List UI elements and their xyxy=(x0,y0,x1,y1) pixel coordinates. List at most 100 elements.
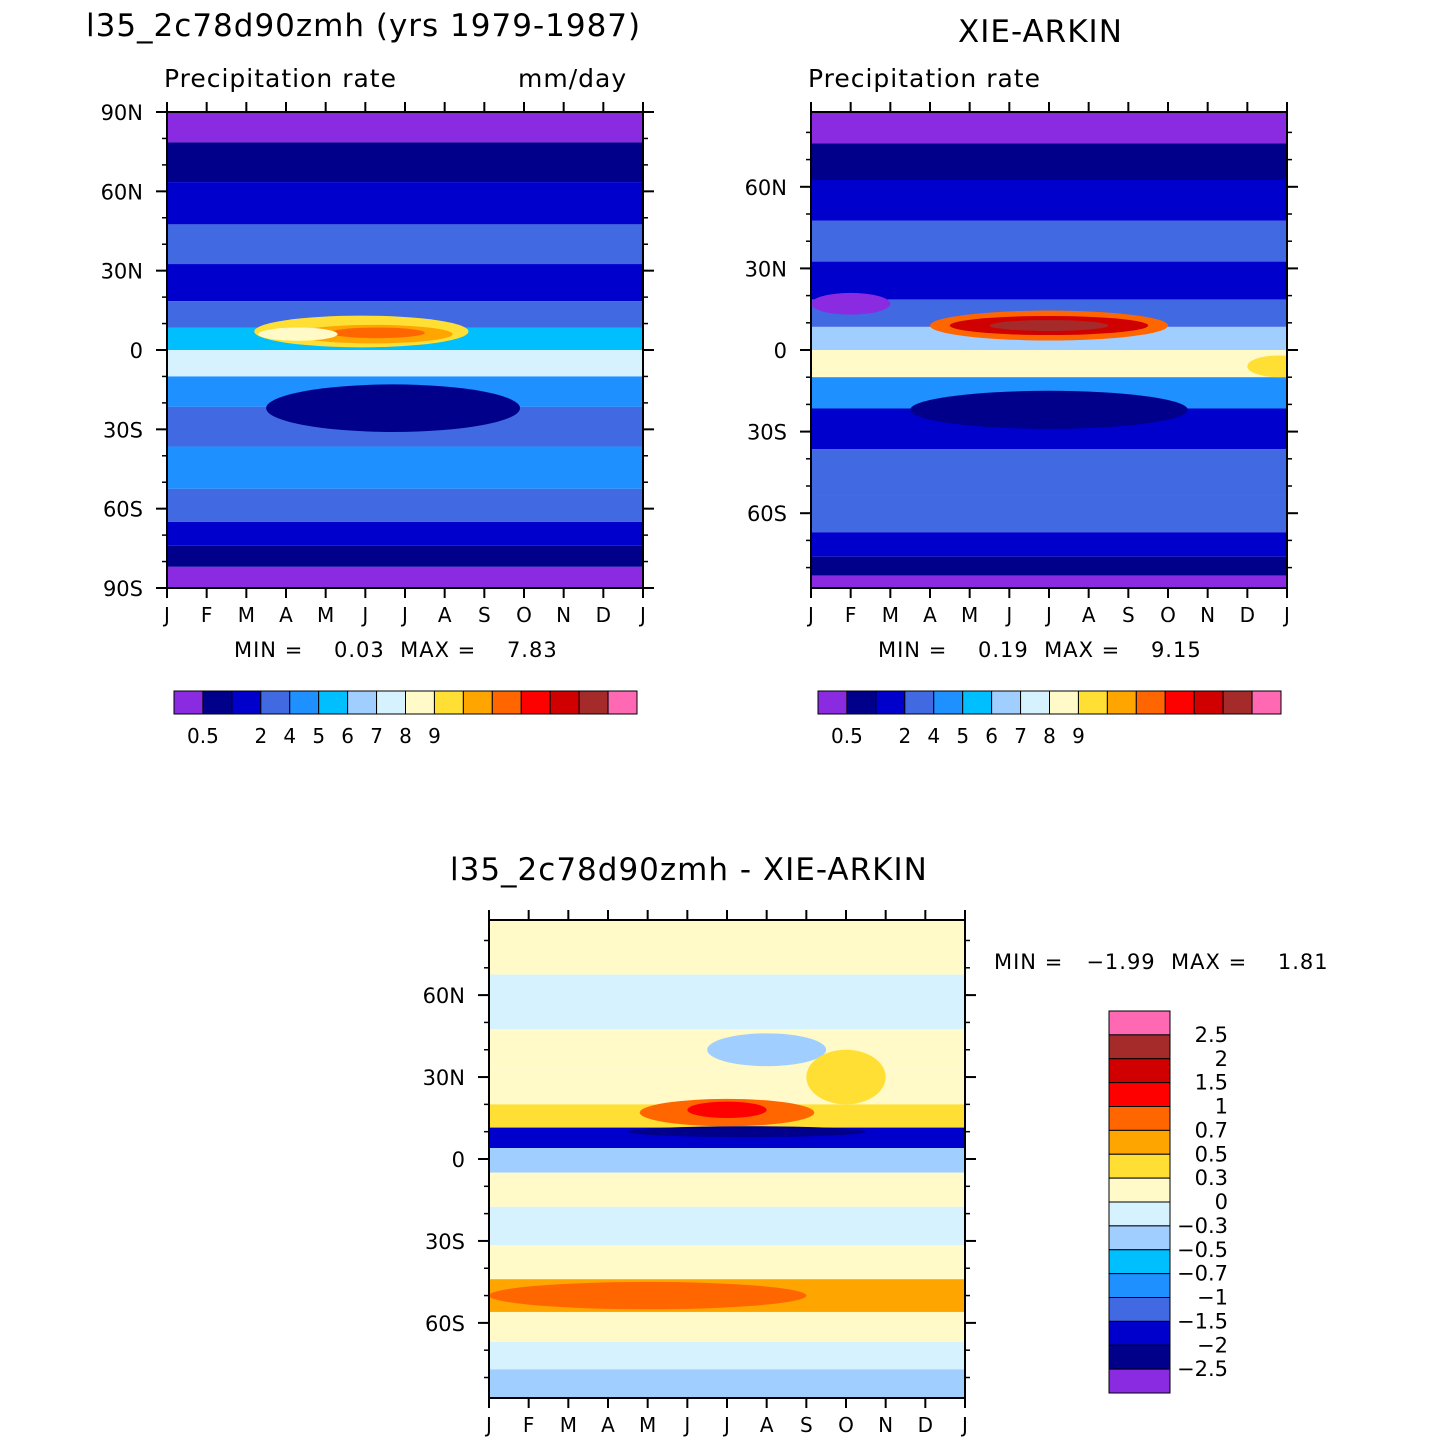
y-tick-label: 90S xyxy=(103,577,143,601)
colorbar-swatch xyxy=(462,690,493,715)
panel2-title: XIE-ARKIN xyxy=(958,14,1123,50)
colorbar-swatch xyxy=(962,690,993,715)
colorbar-swatch xyxy=(846,690,877,715)
colorbar-label: 2 xyxy=(254,724,267,748)
x-tick-label: M xyxy=(882,603,899,627)
colorbar-swatch xyxy=(202,690,233,715)
x-tick-label: M xyxy=(961,603,978,627)
x-tick-label: J xyxy=(1282,603,1290,627)
colorbar-label: 8 xyxy=(399,724,412,748)
x-tick-label: A xyxy=(760,1413,774,1437)
colorbar-swatch xyxy=(1020,690,1050,715)
panel1-band xyxy=(167,488,643,522)
colorbar-swatch xyxy=(1108,1201,1171,1227)
colorbar-swatch xyxy=(1108,1320,1171,1346)
colorbar-swatch xyxy=(1135,690,1166,715)
x-tick-label: J xyxy=(162,603,170,627)
panel3-contour xyxy=(489,1281,807,1310)
y-tick-label: 30S xyxy=(425,1230,465,1254)
panel2-colorbar: 0.5 2 4 5 6 7 8 9 xyxy=(817,690,1282,748)
panel2-contour xyxy=(1247,355,1287,378)
x-tick-label: J xyxy=(400,603,408,627)
colorbar-swatch xyxy=(1106,690,1137,715)
x-tick-label: N xyxy=(1200,603,1215,627)
colorbar-label: 9 xyxy=(1072,724,1085,748)
panel1-band xyxy=(167,264,643,302)
colorbar-label: 0 xyxy=(1215,1190,1228,1214)
x-tick-label: M xyxy=(317,603,334,627)
colorbar-label: 0.7 xyxy=(1195,1118,1228,1142)
colorbar-label: −0.5 xyxy=(1177,1238,1228,1262)
x-tick-label: S xyxy=(1122,603,1135,627)
panel1-band xyxy=(167,446,643,489)
colorbar-swatch xyxy=(1164,690,1195,715)
y-tick-label: 60N xyxy=(745,176,787,200)
x-tick-label: N xyxy=(878,1413,893,1437)
panel3-band xyxy=(489,1172,965,1207)
panel1-band xyxy=(167,142,643,183)
y-tick-label: 30N xyxy=(101,260,143,284)
panel3-band xyxy=(489,1148,965,1173)
y-tick-label: 30N xyxy=(745,257,787,281)
y-tick-label: 90N xyxy=(101,101,143,125)
x-tick-label: A xyxy=(279,603,293,627)
colorbar-swatch xyxy=(433,690,464,715)
y-tick-label: 60S xyxy=(103,498,143,522)
panel3-band xyxy=(489,1070,965,1105)
colorbar-swatch xyxy=(1222,690,1253,715)
colorbar-swatch xyxy=(1108,1058,1171,1084)
y-tick-label: 0 xyxy=(452,1148,465,1172)
colorbar-swatch xyxy=(1108,1010,1171,1036)
panel2-band xyxy=(811,112,1287,144)
panel3-band xyxy=(489,1206,965,1246)
colorbar-label: 6 xyxy=(341,724,354,748)
colorbar-swatch xyxy=(1108,1297,1171,1322)
panel2-band xyxy=(811,143,1287,180)
panel1-band xyxy=(167,545,643,567)
x-tick-label: O xyxy=(1160,603,1176,627)
x-tick-label: J xyxy=(484,1413,492,1437)
y-tick-label: 30N xyxy=(423,1066,465,1090)
x-tick-label: F xyxy=(845,603,857,627)
colorbar-label: 0.3 xyxy=(1195,1166,1228,1190)
colorbar-swatch xyxy=(1108,1344,1171,1370)
panel1-band xyxy=(167,521,643,546)
panel2-contour xyxy=(910,390,1188,429)
colorbar-swatch xyxy=(1077,690,1108,715)
colorbar-label: 0.5 xyxy=(831,724,863,748)
x-tick-label: J xyxy=(360,603,368,627)
x-tick-label: A xyxy=(601,1413,615,1437)
panel2-band xyxy=(811,220,1287,262)
colorbar-label: 7 xyxy=(370,724,383,748)
panel3-contour xyxy=(627,1126,866,1138)
colorbar-label: 2 xyxy=(1215,1047,1228,1071)
panel1-units: mm/day xyxy=(518,64,628,93)
colorbar-swatch xyxy=(231,690,262,715)
colorbar-swatch xyxy=(1193,690,1224,715)
colorbar-swatch xyxy=(289,690,320,715)
panel1-contour xyxy=(329,327,425,339)
panel2-minmax: MIN = 0.19 MAX = 9.15 xyxy=(878,638,1202,662)
colorbar-swatch xyxy=(1108,1034,1171,1060)
colorbar-swatch xyxy=(1108,1225,1171,1251)
colorbar-swatch xyxy=(933,690,964,715)
colorbar-swatch xyxy=(173,690,204,715)
colorbar-swatch xyxy=(520,690,551,715)
panel2-field xyxy=(811,112,1287,588)
colorbar-label: 2 xyxy=(898,724,911,748)
colorbar-swatch xyxy=(549,690,580,715)
colorbar-swatch xyxy=(1108,1249,1171,1275)
colorbar-swatch xyxy=(260,690,291,715)
panel3-colorbar: 2.521.510.70.50.30−0.3−0.5−0.7−1−1.5−2−2… xyxy=(1108,1010,1228,1394)
colorbar-swatch xyxy=(1108,1273,1171,1298)
colorbar-swatch xyxy=(1108,1368,1171,1394)
x-tick-label: A xyxy=(923,603,937,627)
x-tick-label: J xyxy=(806,603,814,627)
panel3-band xyxy=(489,1342,965,1370)
x-tick-label: D xyxy=(1240,603,1255,627)
colorbar-swatch xyxy=(904,690,935,715)
y-tick-label: 30S xyxy=(747,421,787,445)
panel3-contour xyxy=(687,1101,767,1119)
panel2-band xyxy=(811,350,1287,378)
